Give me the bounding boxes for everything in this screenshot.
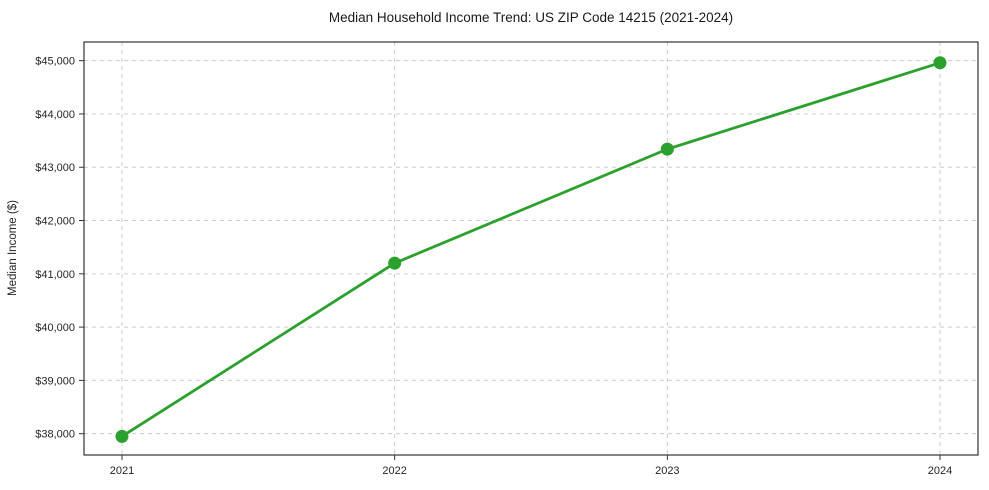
y-tick-label: $40,000 bbox=[35, 322, 75, 334]
data-point-marker bbox=[115, 429, 129, 443]
chart-title: Median Household Income Trend: US ZIP Co… bbox=[329, 10, 733, 25]
x-tick-label: 2024 bbox=[928, 465, 952, 477]
y-axis-label: Median Income ($) bbox=[7, 200, 19, 296]
data-point-marker bbox=[933, 56, 947, 70]
y-tick-label: $42,000 bbox=[35, 216, 75, 228]
x-tick-label: 2022 bbox=[382, 465, 406, 477]
y-tick-label: $45,000 bbox=[35, 56, 75, 68]
y-tick-label: $39,000 bbox=[35, 375, 75, 387]
data-point-marker bbox=[388, 256, 402, 270]
data-point-marker bbox=[660, 142, 674, 156]
y-tick-label: $41,000 bbox=[35, 269, 75, 281]
y-tick-label: $44,000 bbox=[35, 109, 75, 121]
x-tick-label: 2023 bbox=[655, 465, 679, 477]
x-tick-label: 2021 bbox=[110, 465, 134, 477]
trend-line bbox=[120, 61, 942, 438]
y-tick-label: $38,000 bbox=[35, 429, 75, 441]
plot-border bbox=[83, 41, 979, 456]
y-tick-label: $43,000 bbox=[35, 162, 75, 174]
